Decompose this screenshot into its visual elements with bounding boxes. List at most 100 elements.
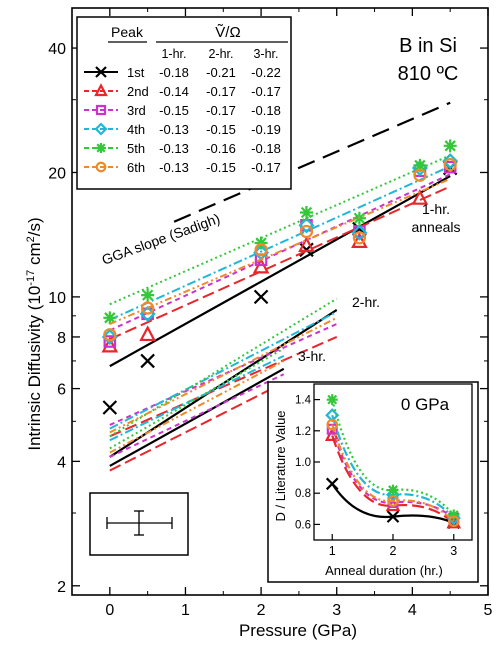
fit-line-fit3-6th — [109, 360, 285, 454]
inset-x-tick-label: 1 — [329, 544, 336, 558]
data-point-5th — [103, 311, 117, 325]
legend-marker-5th — [96, 143, 106, 153]
y-axis-label-exp: -17 — [25, 270, 37, 286]
y-tick-label: 2 — [57, 579, 66, 596]
series-6th — [103, 157, 457, 454]
data-point-6th — [103, 328, 117, 342]
x-tick-label: 3 — [332, 602, 341, 619]
fit-line-fit3-1st — [109, 367, 285, 467]
legend-peak-1st: 1st — [127, 65, 145, 80]
legend-value-6th: -0.17 — [251, 160, 281, 175]
inset-curve-6th — [331, 424, 455, 523]
legend-peak-2nd: 2nd — [127, 84, 149, 99]
legend-value-4th: -0.13 — [159, 122, 189, 137]
legend-value-4th: -0.19 — [251, 122, 281, 137]
data-point-2nd — [351, 232, 368, 249]
y-tick-label: 40 — [48, 41, 66, 58]
legend-header-peak: Peak — [111, 24, 144, 40]
data-point-4th — [442, 153, 459, 170]
legend-value-4th: -0.15 — [206, 122, 236, 137]
inset-point-6th — [447, 515, 460, 528]
plot-title: B in Si — [399, 35, 457, 57]
inset-plot: 1 2 3 0.6 0.8 1.0 1.2 1.4 0 GPa Anneal duration… — [267, 381, 479, 583]
data-point-2nd — [139, 325, 156, 342]
inset-title: 0 GPa — [401, 395, 450, 414]
inset-curve-3rd — [331, 428, 455, 520]
legend-header-volume: Ṽ/Ω — [215, 24, 240, 41]
legend-value-2nd: -0.14 — [159, 84, 189, 99]
data-point-1st — [253, 289, 269, 305]
inset-curve-5th — [331, 399, 455, 516]
data-point-2nd — [298, 236, 315, 253]
legend-value-3rd: -0.15 — [159, 103, 189, 118]
y-axis-label-end: /s) — [25, 217, 44, 236]
y-axis-label-unit: cm — [25, 242, 44, 269]
legend-value-2nd: -0.17 — [251, 84, 281, 99]
legend-value-6th: -0.15 — [206, 160, 236, 175]
inset-y-tick-label: 0.8 — [295, 488, 311, 500]
data-point-5th — [254, 236, 268, 250]
data-point-1st — [140, 353, 155, 369]
legend-value-5th: -0.16 — [206, 141, 236, 156]
data-point-6th — [141, 301, 155, 315]
inset-point-1st — [325, 477, 339, 491]
y-tick-label: 8 — [57, 330, 66, 347]
series-2nd — [101, 185, 451, 472]
x-tick-label: 2 — [257, 602, 266, 619]
y-axis-label-exp2: 2 — [25, 236, 37, 242]
data-point-6th — [352, 231, 367, 245]
annotation-2hr: 2-hr. — [352, 294, 380, 310]
data-point-2nd — [252, 257, 270, 274]
legend-peak-6th: 6th — [127, 160, 145, 175]
data-point-4th — [298, 217, 315, 234]
inset-x-label: Anneal duration (hr.) — [325, 563, 443, 578]
data-point-1st — [102, 400, 118, 415]
fit-line-fit1-4th — [109, 165, 451, 321]
legend-col-3hr: 3-hr. — [253, 47, 278, 61]
inset-point-5th — [326, 394, 338, 406]
legend-value-1st: -0.21 — [206, 65, 236, 80]
fit-line-fit1-5th — [109, 154, 451, 306]
x-tick-label: 0 — [105, 602, 114, 619]
fit-line-fit3-4th — [109, 354, 285, 442]
inset-y-tick-label: 1.2 — [295, 426, 311, 438]
data-point-2nd — [411, 188, 429, 205]
data-point-4th — [101, 328, 118, 346]
x-tick-label: 4 — [408, 602, 417, 619]
legend-value-3rd: -0.17 — [206, 103, 236, 118]
data-point-2nd — [101, 336, 119, 353]
inset-x-tick-label: 3 — [450, 544, 457, 558]
legend-peak-5th: 5th — [127, 141, 145, 156]
inset-x-tick-label: 2 — [390, 544, 397, 558]
data-point-5th — [443, 139, 457, 153]
x-axis-label: Pressure (GPa) — [239, 621, 357, 640]
fit-line-fit1-1st — [109, 175, 451, 368]
y-tick-label: 6 — [57, 382, 66, 399]
legend-value-1st: -0.18 — [159, 65, 189, 80]
gga-slope-line — [173, 101, 451, 223]
legend-marker-1st — [95, 66, 107, 78]
data-point-5th — [299, 206, 313, 220]
data-point-6th — [413, 168, 427, 182]
legend-marker-4th — [94, 122, 108, 136]
data-point-6th — [443, 157, 457, 172]
data-point-3rd — [103, 335, 117, 348]
inset-point-6th — [326, 418, 339, 431]
data-point-5th — [141, 288, 155, 302]
legend-peak-4th: 4th — [127, 122, 145, 137]
inset-point-5th — [448, 509, 460, 521]
legend-col-2hr: 2-hr. — [208, 47, 233, 61]
legend-marker-2nd — [94, 83, 108, 97]
plot-subtitle: 810 ºC — [398, 63, 459, 85]
plot-frame — [71, 7, 489, 596]
x-tick-label: 1 — [181, 602, 190, 619]
inset-point-5th — [387, 484, 399, 496]
fit-line-fit3-2nd — [109, 381, 285, 472]
data-point-5th — [413, 158, 427, 172]
inset-y-label: D / Literature Value — [273, 410, 288, 521]
annotation-3hr: 3-hr. — [298, 348, 326, 364]
legend-marker-3rd — [95, 104, 107, 116]
inset-background — [267, 381, 479, 583]
fit-line-fit2-5th — [109, 297, 338, 438]
